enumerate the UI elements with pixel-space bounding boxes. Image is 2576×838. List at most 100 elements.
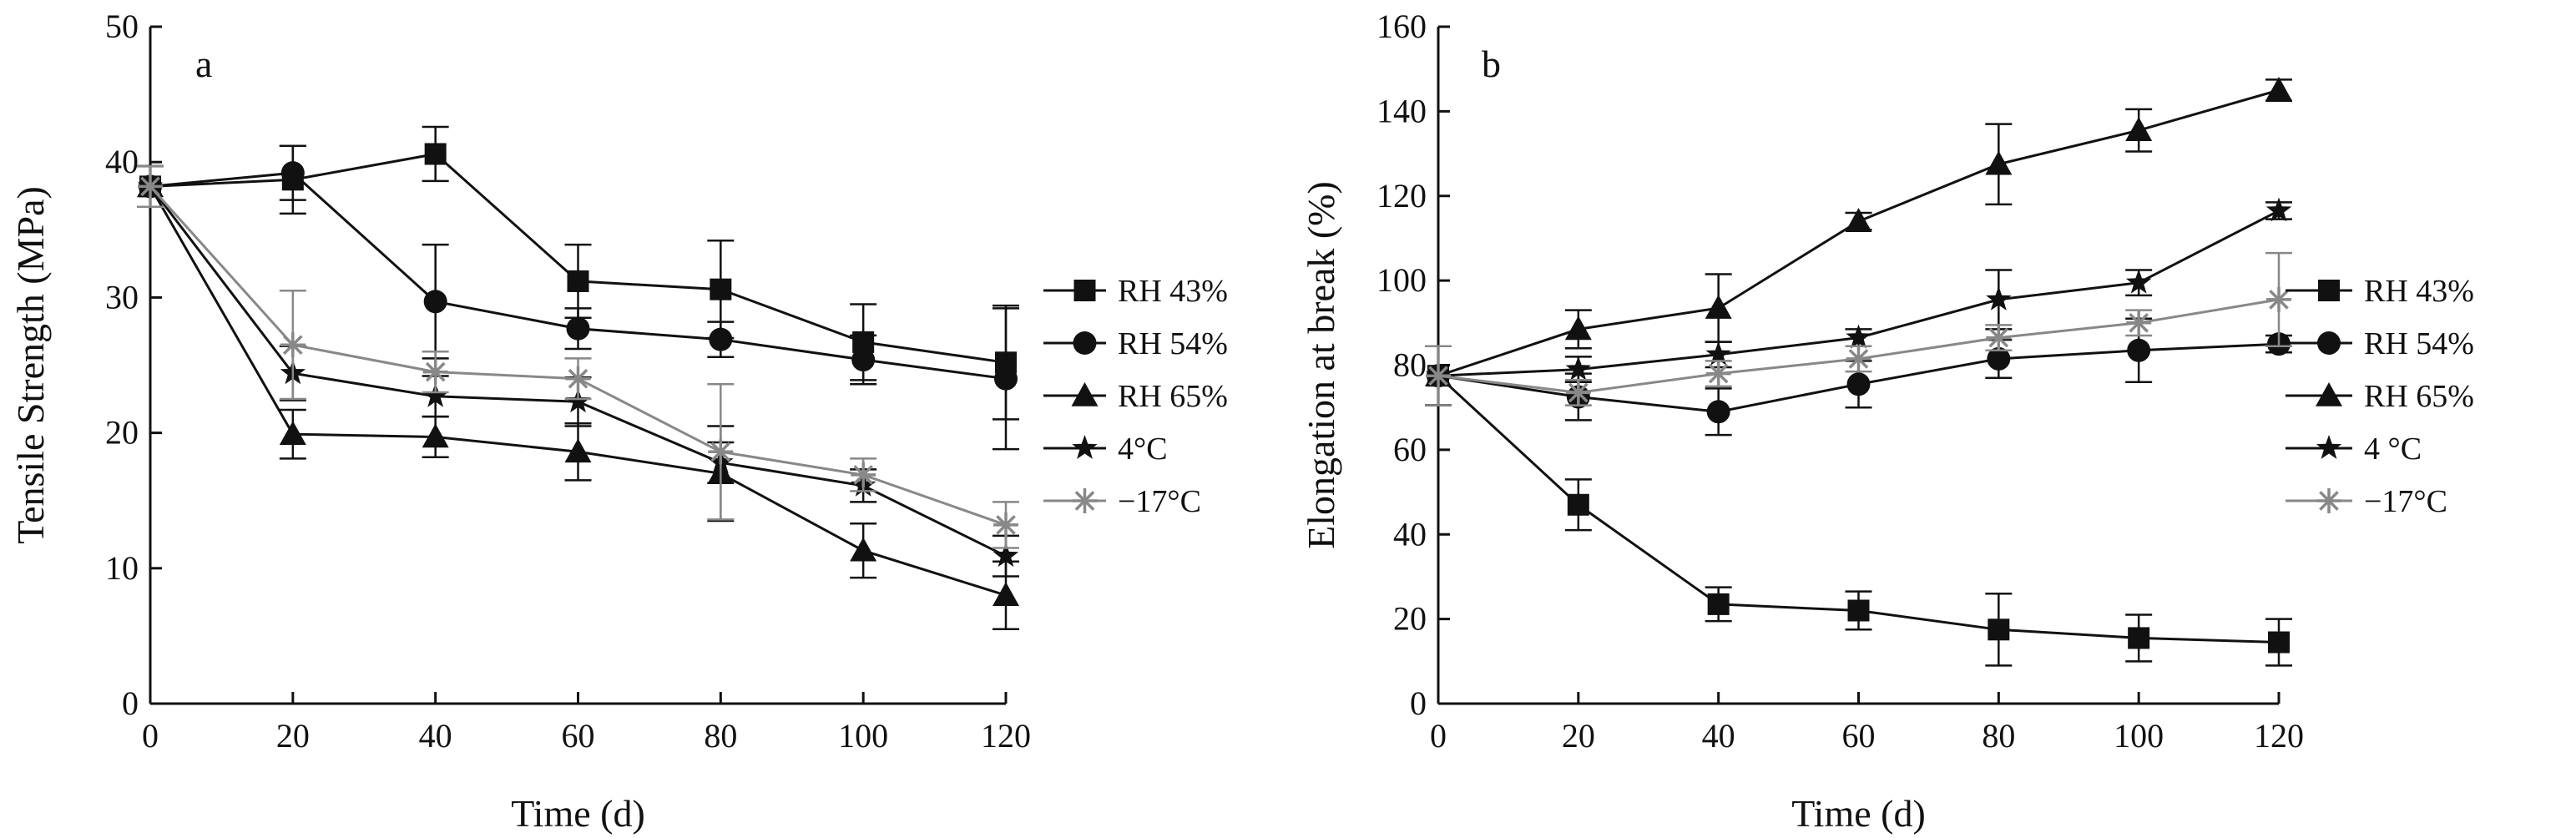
series-1 [1425,345,2292,667]
panel-label: a [195,43,212,85]
legend-item: RH 54% [1043,326,1228,361]
data-point [280,161,305,185]
data-point [565,388,591,413]
data-point [993,543,1019,568]
data-point [2265,197,2292,222]
series-3 [1425,77,2292,406]
data-point [1707,593,1730,615]
x-tick-label: 100 [2114,717,2164,755]
data-point [566,316,590,341]
data-point [2266,286,2291,312]
legend-item: RH 43% [1043,274,1228,309]
panel-label: b [1482,43,1501,85]
legend-item: RH 65% [2286,379,2474,414]
y-tick-label: 20 [1393,600,1427,638]
legend-marker [2317,331,2341,355]
data-point [564,438,592,463]
legend-item: 4 °C [2286,432,2422,467]
data-point [1846,346,1871,371]
legend-marker [2316,488,2341,513]
legend-label: RH 65% [1118,379,1228,414]
data-point [710,278,732,300]
x-tick-label: 0 [142,717,159,755]
data-point [424,143,447,165]
data-point [1565,380,1591,406]
data-point [2125,269,2152,294]
legend-marker [2316,382,2342,406]
data-point [1845,208,1872,232]
data-point [850,537,877,562]
data-point [993,582,1019,607]
data-point [709,327,733,351]
y-tick-label: 30 [105,278,139,316]
data-point [1706,400,1730,424]
legend-marker [2316,435,2342,459]
data-point [565,366,591,391]
x-tick-label: 120 [981,717,1031,755]
data-point [1705,295,1732,319]
y-axis-title: Tensile Strength (MPa) [9,186,52,544]
data-point [2268,631,2290,654]
data-point [1846,324,1871,349]
panel-b: 0 20 40 60 80 100 120 140 160 0 20 40 60 80 100 120 Time… [1300,8,2474,835]
data-point [279,421,306,446]
legend: RH 43% RH 54% RH 65% 4 °C −17°C [2286,274,2474,519]
y-tick-label: 50 [105,8,139,45]
x-tick-label: 80 [704,717,737,755]
data-point [422,382,448,407]
legend-marker [1072,435,1098,459]
data-point [280,332,306,358]
x-tick-label: 120 [2254,717,2304,755]
y-tick-label: 140 [1376,92,1427,129]
panel-a: 0 10 20 30 40 50 0 20 40 60 80 100 120 Time (d) Tensil… [9,8,1228,835]
x-tick-label: 0 [1430,717,1447,755]
x-tick-label: 100 [838,717,888,755]
data-point [2127,338,2151,362]
legend-marker [1073,280,1096,301]
data-point [993,512,1018,538]
data-point [851,462,876,487]
data-point [2126,310,2152,336]
x-tick-label: 60 [562,717,595,755]
x-tick-label: 20 [276,717,310,755]
data-point [1567,493,1589,516]
legend-label: RH 43% [2364,274,2474,309]
x-axis-title: Time (d) [511,792,645,835]
y-tick-label: 160 [1376,8,1427,45]
data-point [994,366,1018,391]
legend-label: RH 43% [1118,274,1228,309]
data-point [1426,363,1451,389]
data-point [423,290,447,314]
legend-item: 4°C [1043,432,1168,467]
data-point [1986,325,2012,351]
legend-label: RH 65% [2364,379,2474,414]
data-point [422,359,448,385]
x-tick-label: 40 [1702,717,1735,755]
y-tick-label: 20 [105,414,139,452]
y-tick-label: 120 [1376,177,1427,215]
x-tick-label: 20 [1562,717,1595,755]
data-point [2125,117,2153,141]
data-point [851,348,876,372]
y-tick-label: 10 [105,549,139,587]
legend-marker [2318,280,2340,301]
legend-label: −17°C [1118,484,1201,519]
data-point [1987,346,2011,371]
x-axis-title: Time (d) [1791,792,1926,835]
data-point [1565,356,1592,381]
y-tick-label: 60 [1393,431,1427,468]
legend-label: RH 54% [1118,326,1228,361]
legend-label: 4 °C [2364,432,2422,467]
data-point [1564,316,1592,341]
data-point [1705,341,1731,366]
data-point [567,270,589,292]
y-tick-label: 0 [122,684,139,722]
y-tick-label: 100 [1376,261,1427,299]
data-point [1846,372,1871,396]
y-tick-label: 0 [1410,684,1427,722]
data-point [708,439,734,465]
y-axis-title: Elongation at break (%) [1300,181,1342,549]
data-point [1847,599,1870,622]
x-tick-label: 40 [419,717,452,755]
